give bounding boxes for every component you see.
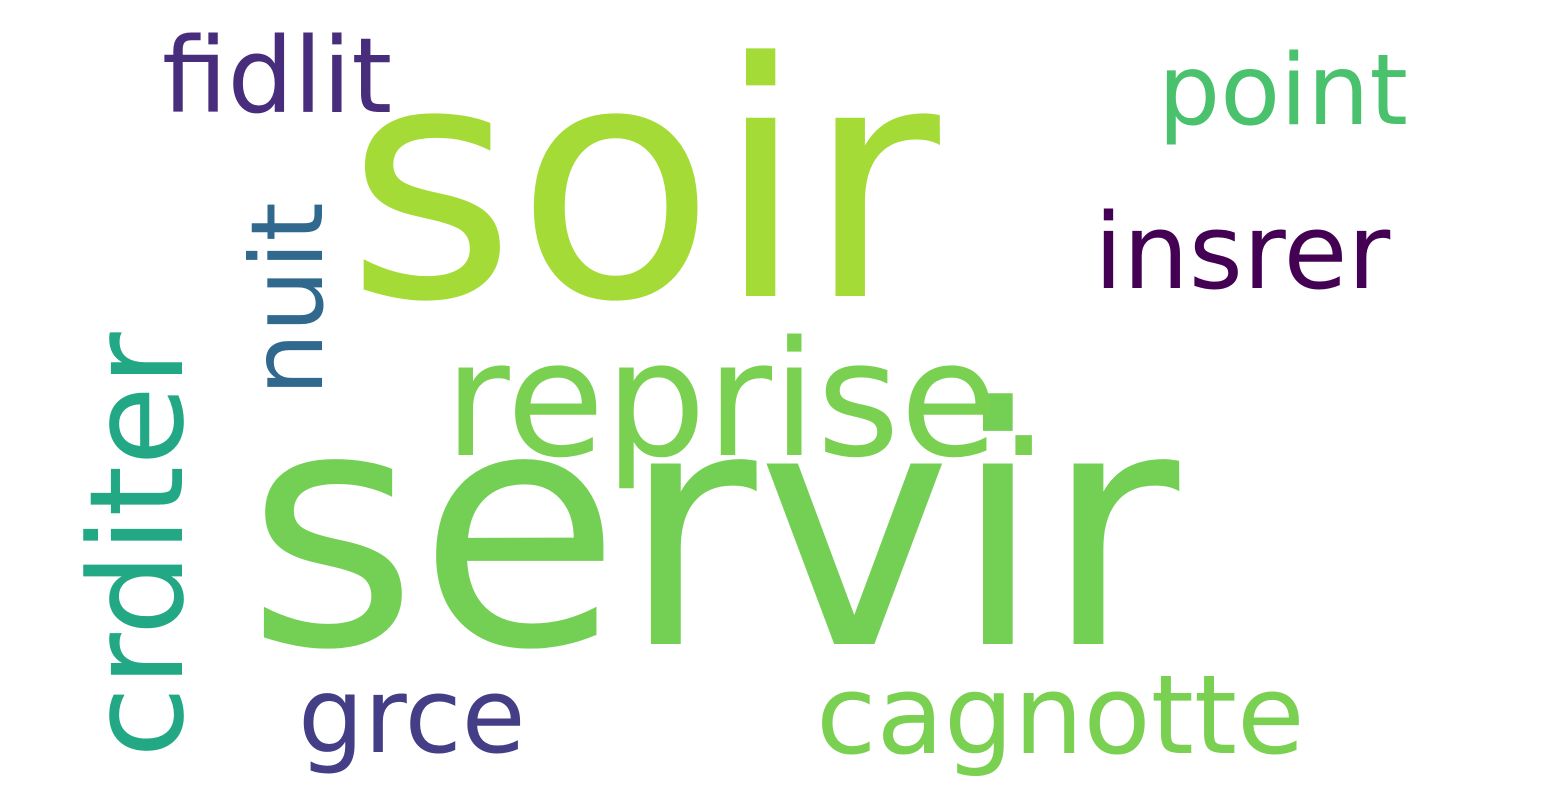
word-grce: grce [298,655,526,777]
word-reprise: reprise. [444,306,1050,493]
word-servir: servir [246,338,1180,722]
word-crditer: crditer [61,332,213,758]
word-nuit: nuit [229,202,346,396]
word-soir: soir [346,0,940,373]
word-insrer: insrer [1094,191,1391,313]
word-point: point [1158,34,1408,148]
word-cagnotte: cagnotte [816,651,1305,779]
word-fidlit: fidlit [162,15,393,137]
